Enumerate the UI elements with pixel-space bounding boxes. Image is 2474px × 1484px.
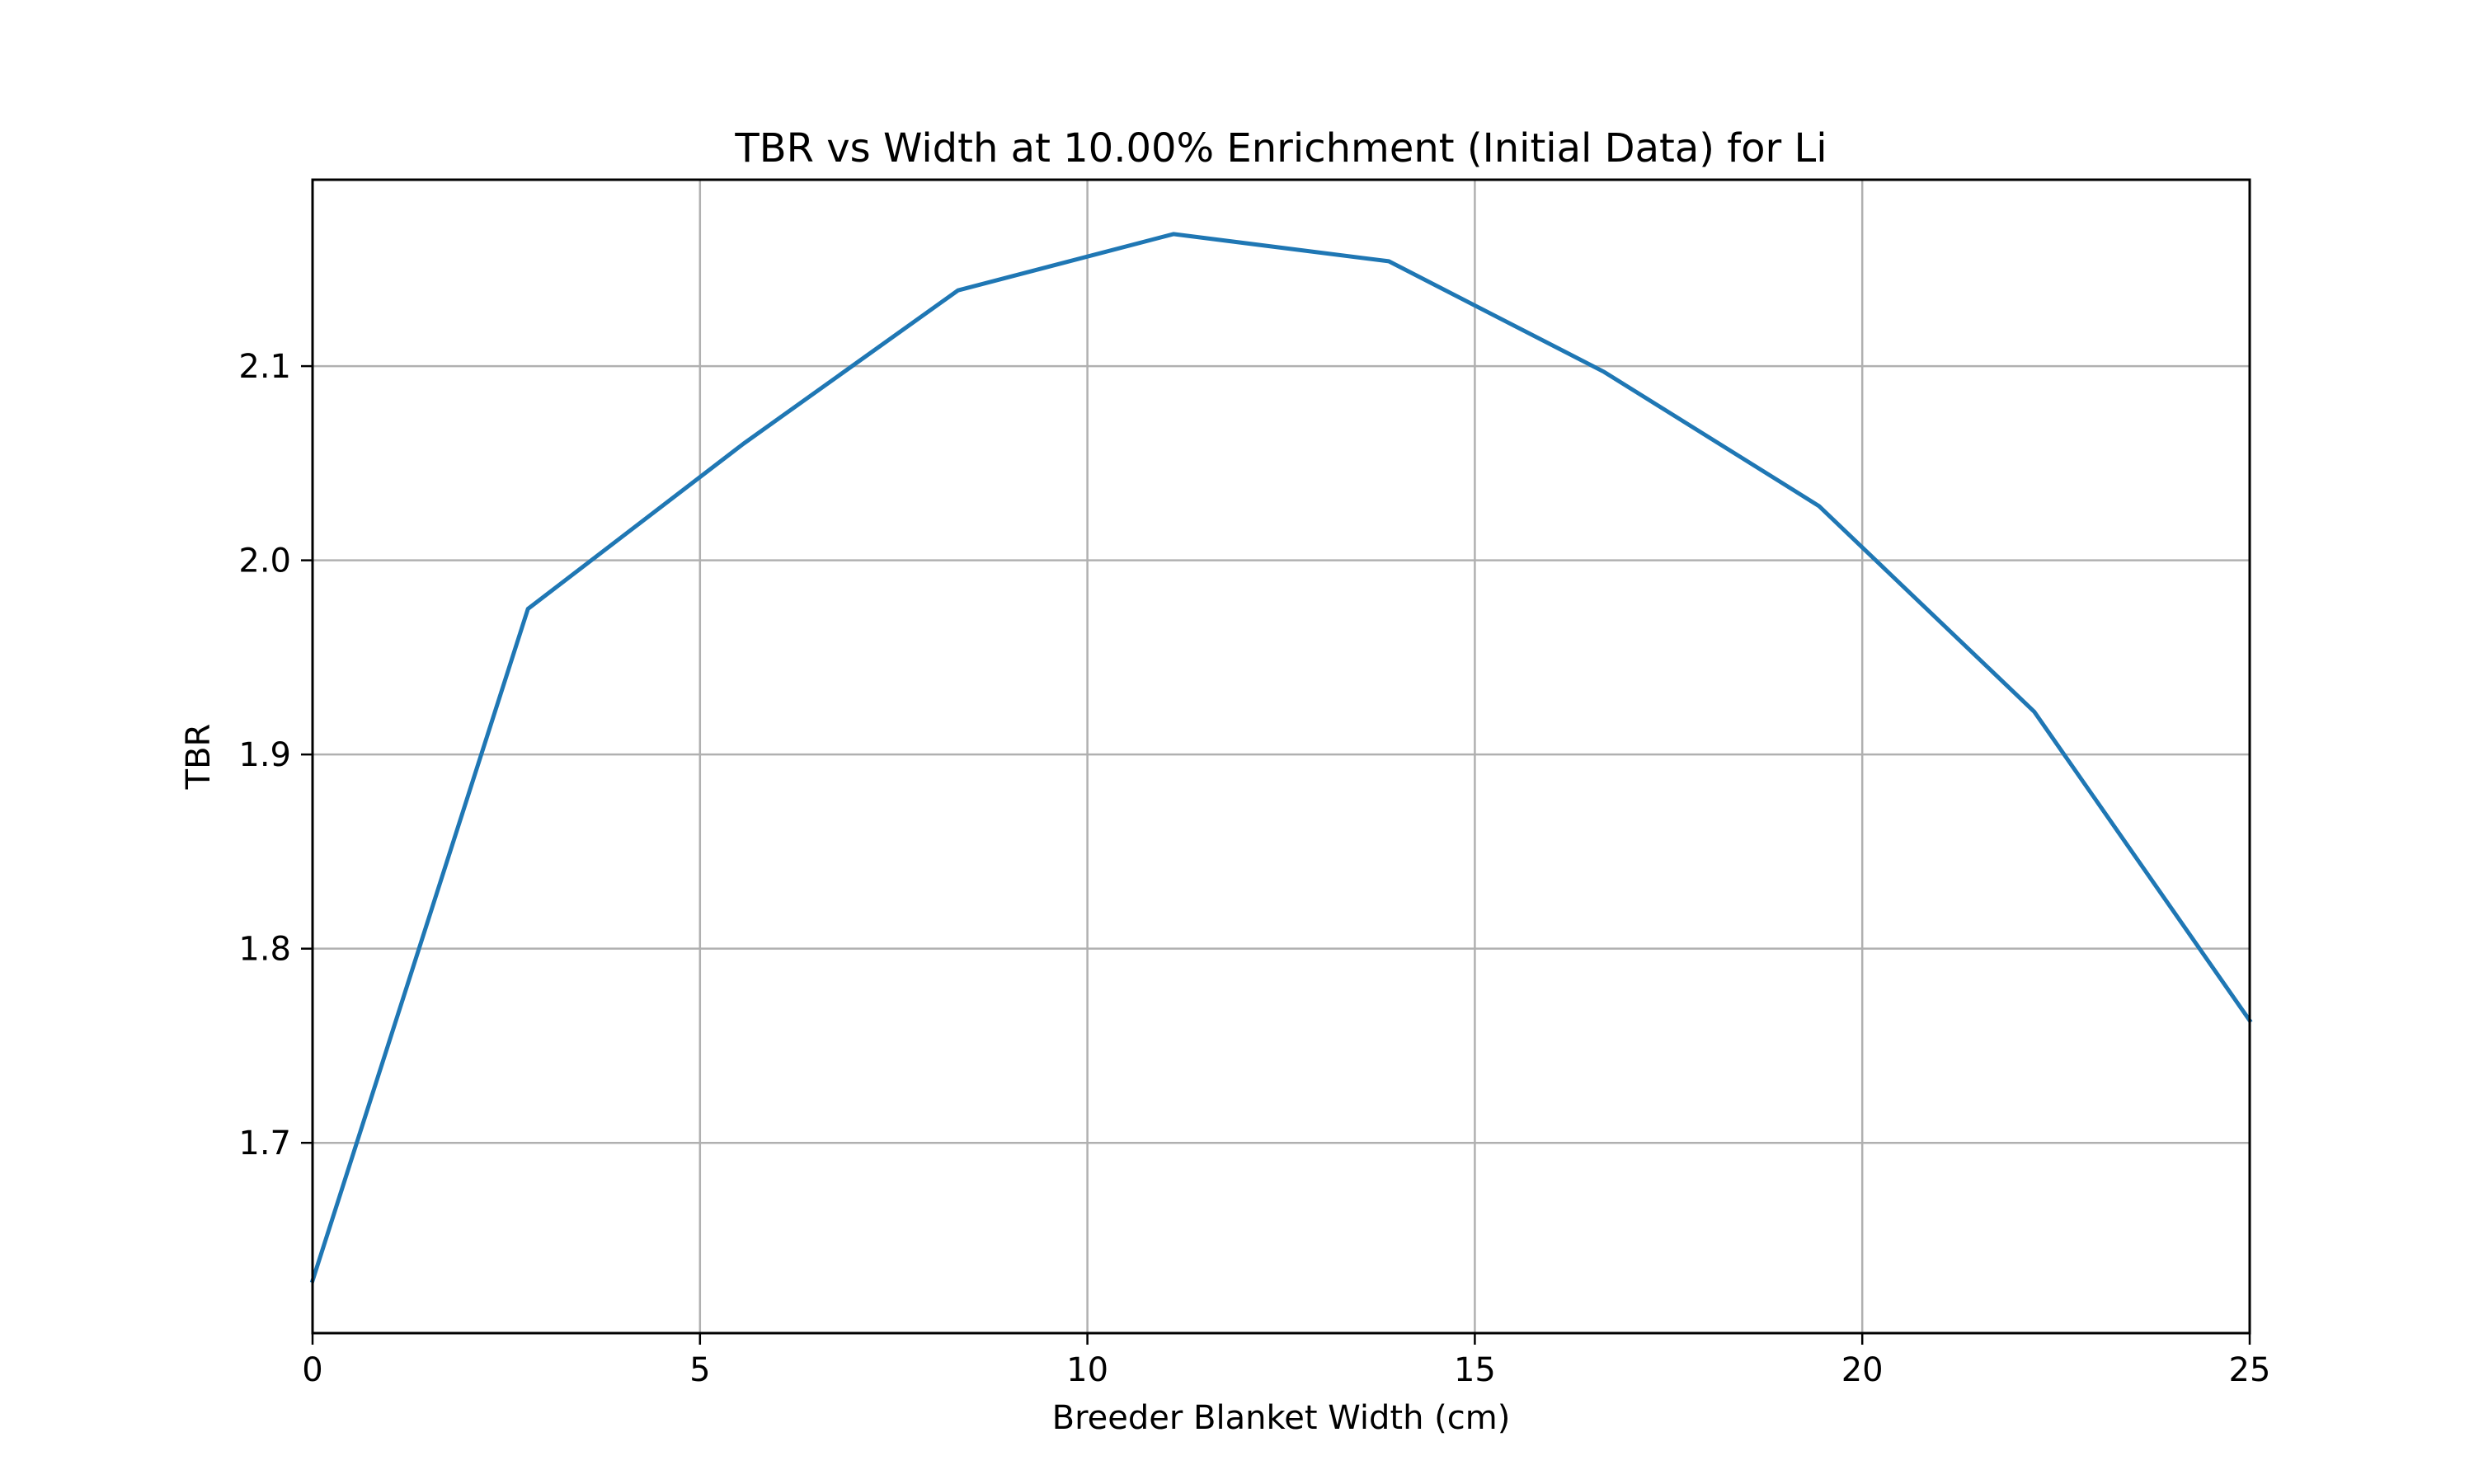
y-tick-label: 1.7 xyxy=(238,1125,291,1162)
y-tick-label: 1.9 xyxy=(238,736,291,774)
chart-title: TBR vs Width at 10.00% Enrichment (Initi… xyxy=(734,125,1827,171)
x-axis-label: Breeder Blanket Width (cm) xyxy=(1052,1399,1511,1437)
x-tick-label: 25 xyxy=(2229,1351,2271,1389)
y-axis-label: TBR xyxy=(180,724,218,791)
x-tick-label: 5 xyxy=(689,1351,710,1389)
plot-area xyxy=(309,232,2253,1284)
plot-frame xyxy=(311,178,2251,1335)
x-tick-label: 10 xyxy=(1066,1351,1108,1389)
x-tick-label: 0 xyxy=(302,1351,322,1389)
x-tick-label: 20 xyxy=(1841,1351,1884,1389)
axis-ticks: 0 5 10 15 20 25 1.7 1.8 1.9 2.0 2.1 xyxy=(238,348,2270,1389)
y-tick-label: 1.8 xyxy=(238,931,291,969)
y-tick-label: 2.0 xyxy=(238,542,291,580)
y-tick-label: 2.1 xyxy=(238,348,291,386)
series-line xyxy=(309,232,2253,1284)
x-tick-label: 15 xyxy=(1454,1351,1496,1389)
